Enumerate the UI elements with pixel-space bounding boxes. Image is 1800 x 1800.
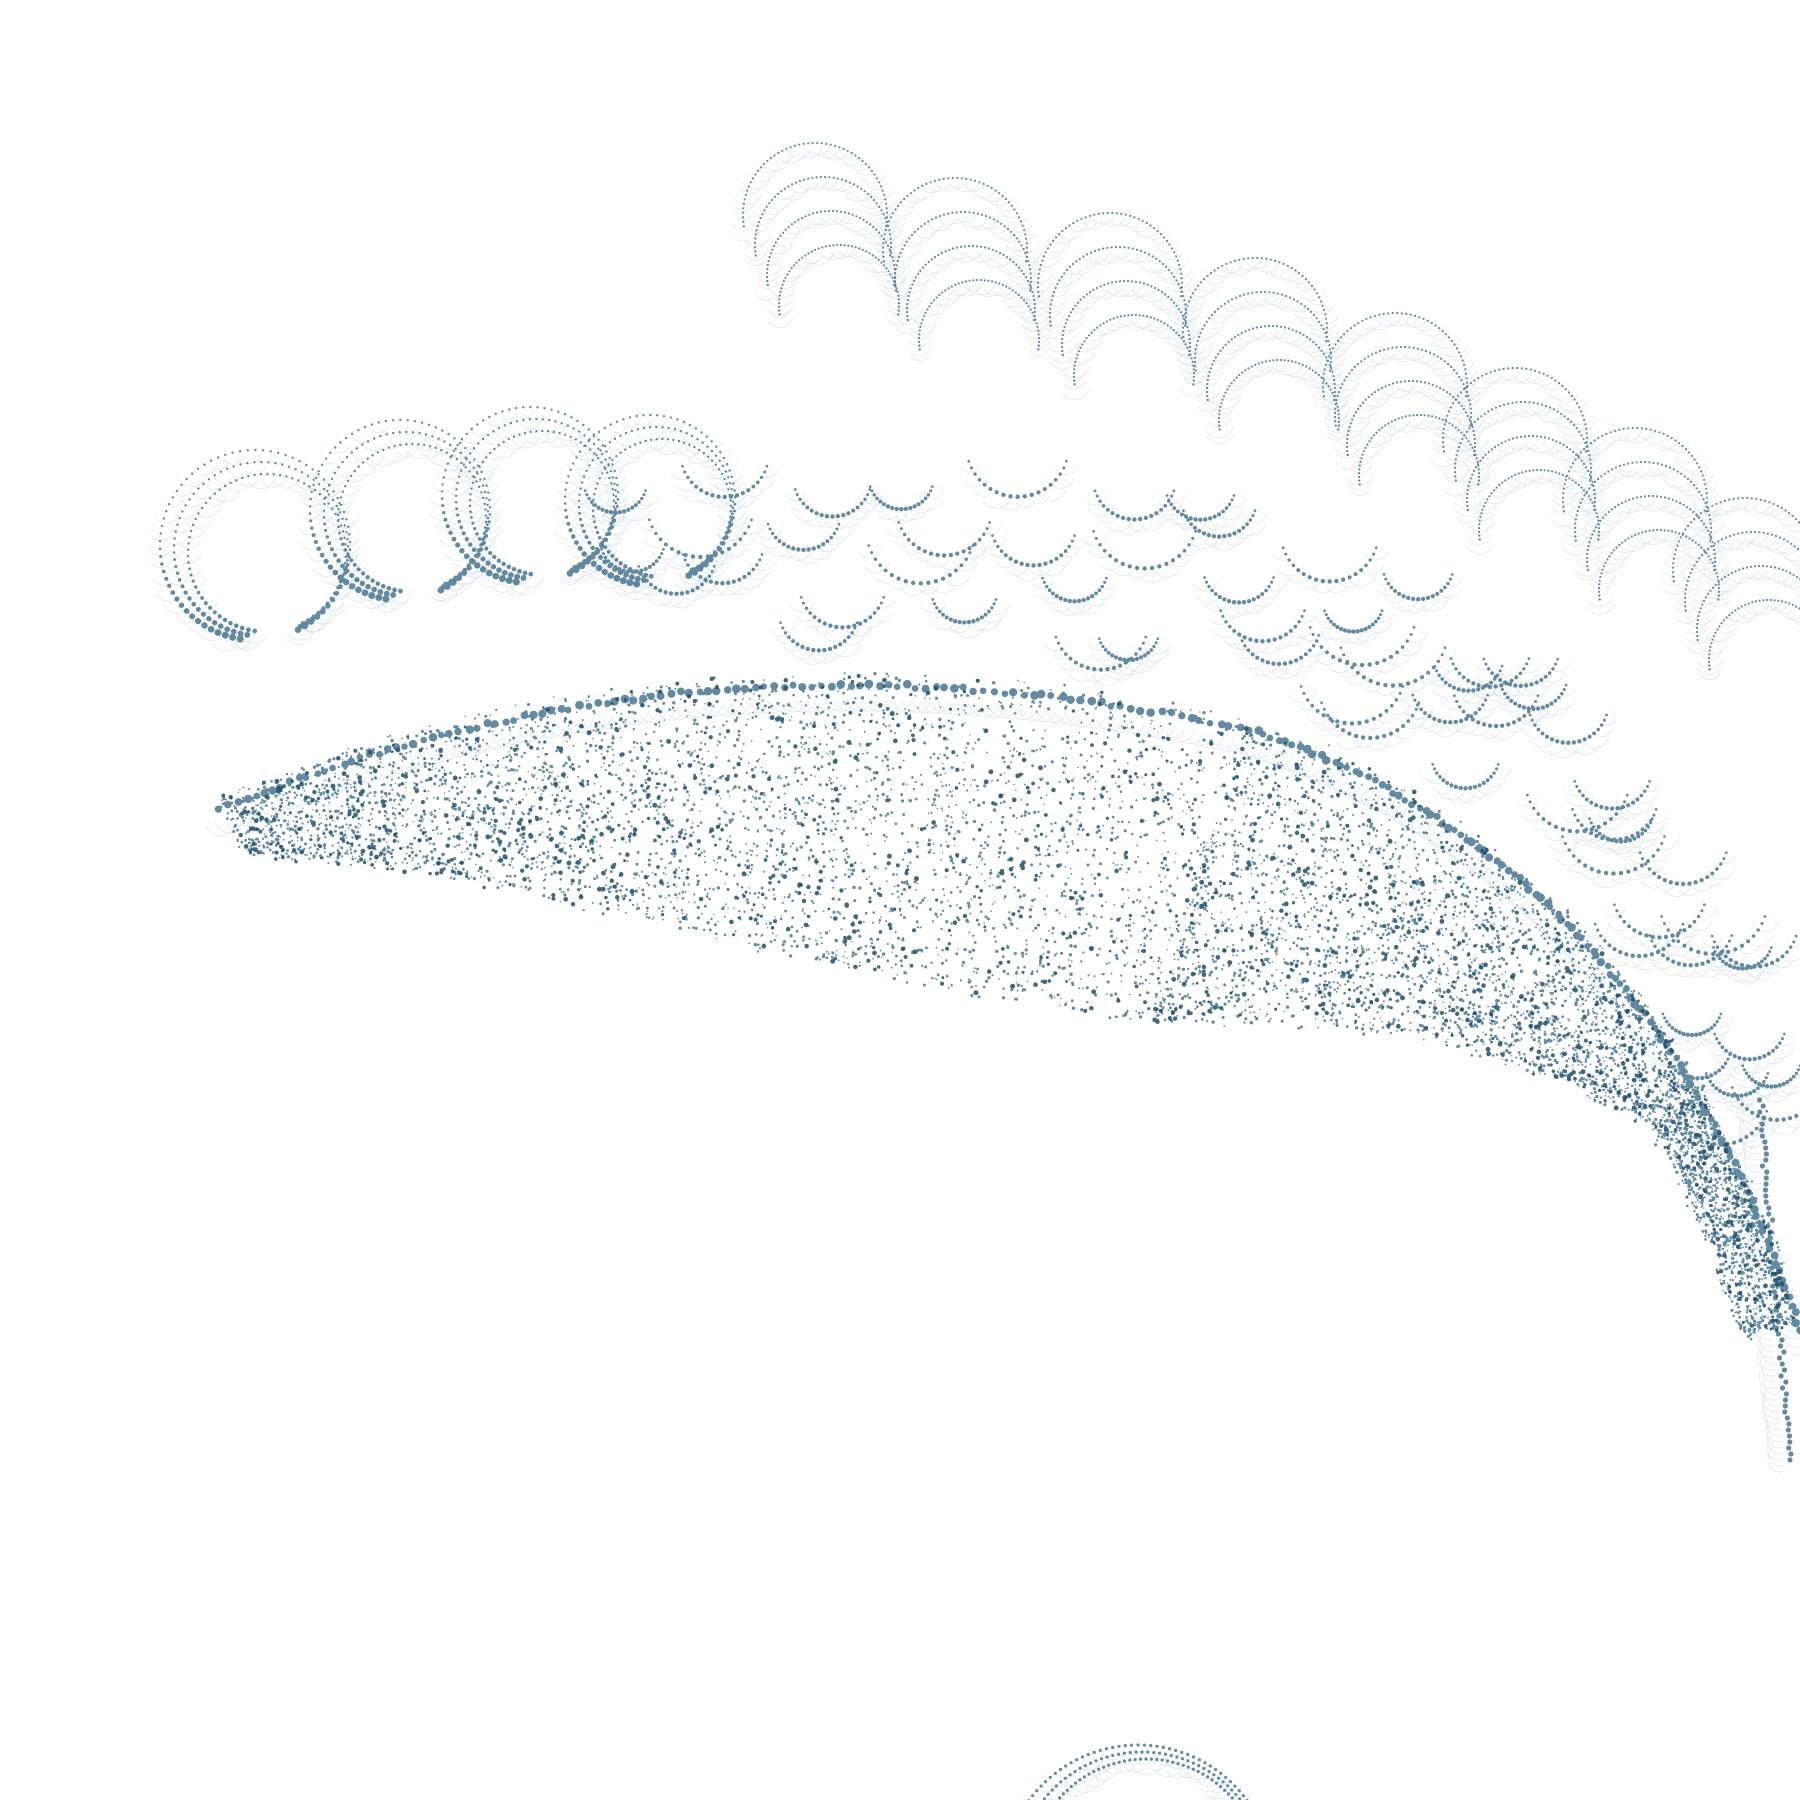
dot-layer <box>158 141 1800 1800</box>
scatter-dots <box>158 141 1800 1800</box>
faint-rings <box>147 146 1800 1800</box>
dense-dots <box>221 673 1795 1333</box>
faint-ring-layer <box>147 146 1800 1800</box>
